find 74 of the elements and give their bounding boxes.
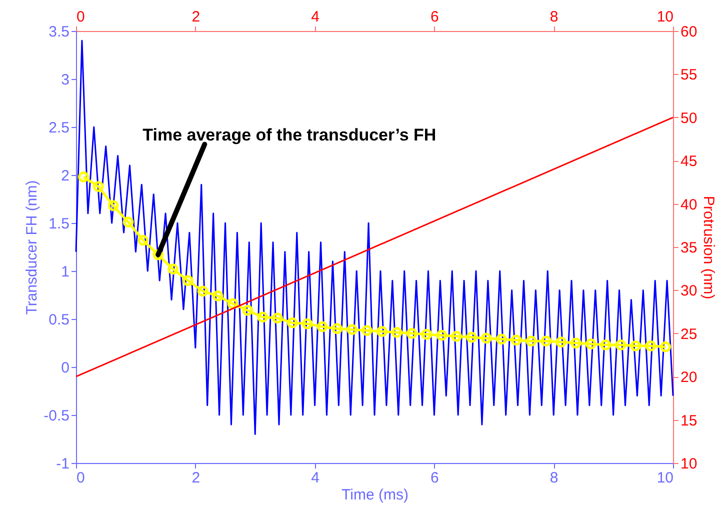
x-tick-label: 0: [76, 470, 85, 486]
y2-tick-label: 55: [680, 66, 698, 84]
point: [451, 330, 462, 342]
point: [362, 325, 372, 336]
point: [168, 264, 178, 275]
x2-tick-label: 4: [311, 8, 320, 26]
line-series: [75, 40, 674, 435]
y2-tick-label: 40: [680, 196, 698, 214]
x-tick-label: 4: [311, 470, 320, 486]
y-tick-label: 0.5: [48, 312, 70, 328]
point: [585, 338, 596, 350]
y-tick-label: 3: [61, 72, 70, 88]
point: [122, 216, 134, 228]
point: [570, 338, 582, 348]
y-tick-label: 1: [61, 264, 70, 280]
x-tick-label: 10: [656, 470, 674, 486]
y2-tick-label: 50: [680, 110, 698, 127]
y2-tick-label: 25: [680, 326, 698, 343]
x-tick-label: 6: [430, 470, 439, 486]
point: [332, 323, 343, 334]
point: [212, 290, 224, 302]
y-tick-label: 1.5: [48, 216, 70, 232]
y-tick-label: -0.5: [44, 408, 70, 424]
point: [436, 330, 448, 341]
y2-tick-label: 10: [680, 456, 698, 472]
point: [286, 317, 298, 328]
point: [645, 340, 656, 352]
y2-tick-label: 15: [680, 412, 698, 430]
point: [556, 336, 566, 348]
point: [510, 334, 522, 346]
x2-tick-label: 0: [76, 8, 85, 26]
point: [630, 340, 642, 352]
point: [496, 334, 507, 345]
point: [391, 327, 402, 338]
point: [406, 328, 418, 339]
point: [316, 321, 328, 332]
point: [600, 339, 612, 350]
point: [272, 312, 283, 324]
point: [108, 200, 119, 212]
point: [376, 326, 388, 337]
y2-tick-label: 60: [680, 24, 698, 40]
y-tick-label: 2.5: [48, 120, 70, 136]
point: [182, 275, 194, 286]
point: [466, 332, 477, 343]
point: [615, 339, 626, 350]
y-tick-label: -1: [56, 456, 70, 472]
point: [481, 332, 492, 344]
y-tick-label: 2: [61, 168, 70, 184]
x2-tick-label: 10: [656, 8, 674, 26]
y2-tick-label: 20: [680, 369, 698, 386]
y2-tick-label: 30: [680, 282, 698, 300]
point: [526, 336, 537, 347]
y2-tick-label: 35: [680, 240, 698, 256]
y-tick-label: 0: [61, 360, 70, 376]
point: [242, 304, 254, 316]
point: [197, 286, 208, 297]
y2-axis-title: Protrusion (nm): [700, 196, 718, 300]
y-axis-title: Transducer FH (nm): [24, 180, 41, 315]
x-tick-label: 2: [192, 470, 200, 486]
x-tick-label: 8: [550, 470, 558, 486]
x2-tick-label: 2: [192, 8, 200, 26]
point: [540, 336, 552, 347]
point: [138, 234, 149, 246]
point: [257, 312, 268, 323]
point: [346, 324, 358, 335]
point: [92, 181, 104, 192]
annotation: Time average of the transducer’s FH: [142, 126, 436, 145]
y2-tick-label: 45: [680, 153, 698, 170]
y-tick-label: 3.5: [48, 24, 70, 40]
point: [421, 328, 432, 340]
point: [302, 318, 313, 330]
x2-tick-label: 8: [550, 8, 558, 26]
x2-tick-label: 6: [430, 8, 439, 26]
x-axis-title: Time (ms): [342, 486, 408, 504]
